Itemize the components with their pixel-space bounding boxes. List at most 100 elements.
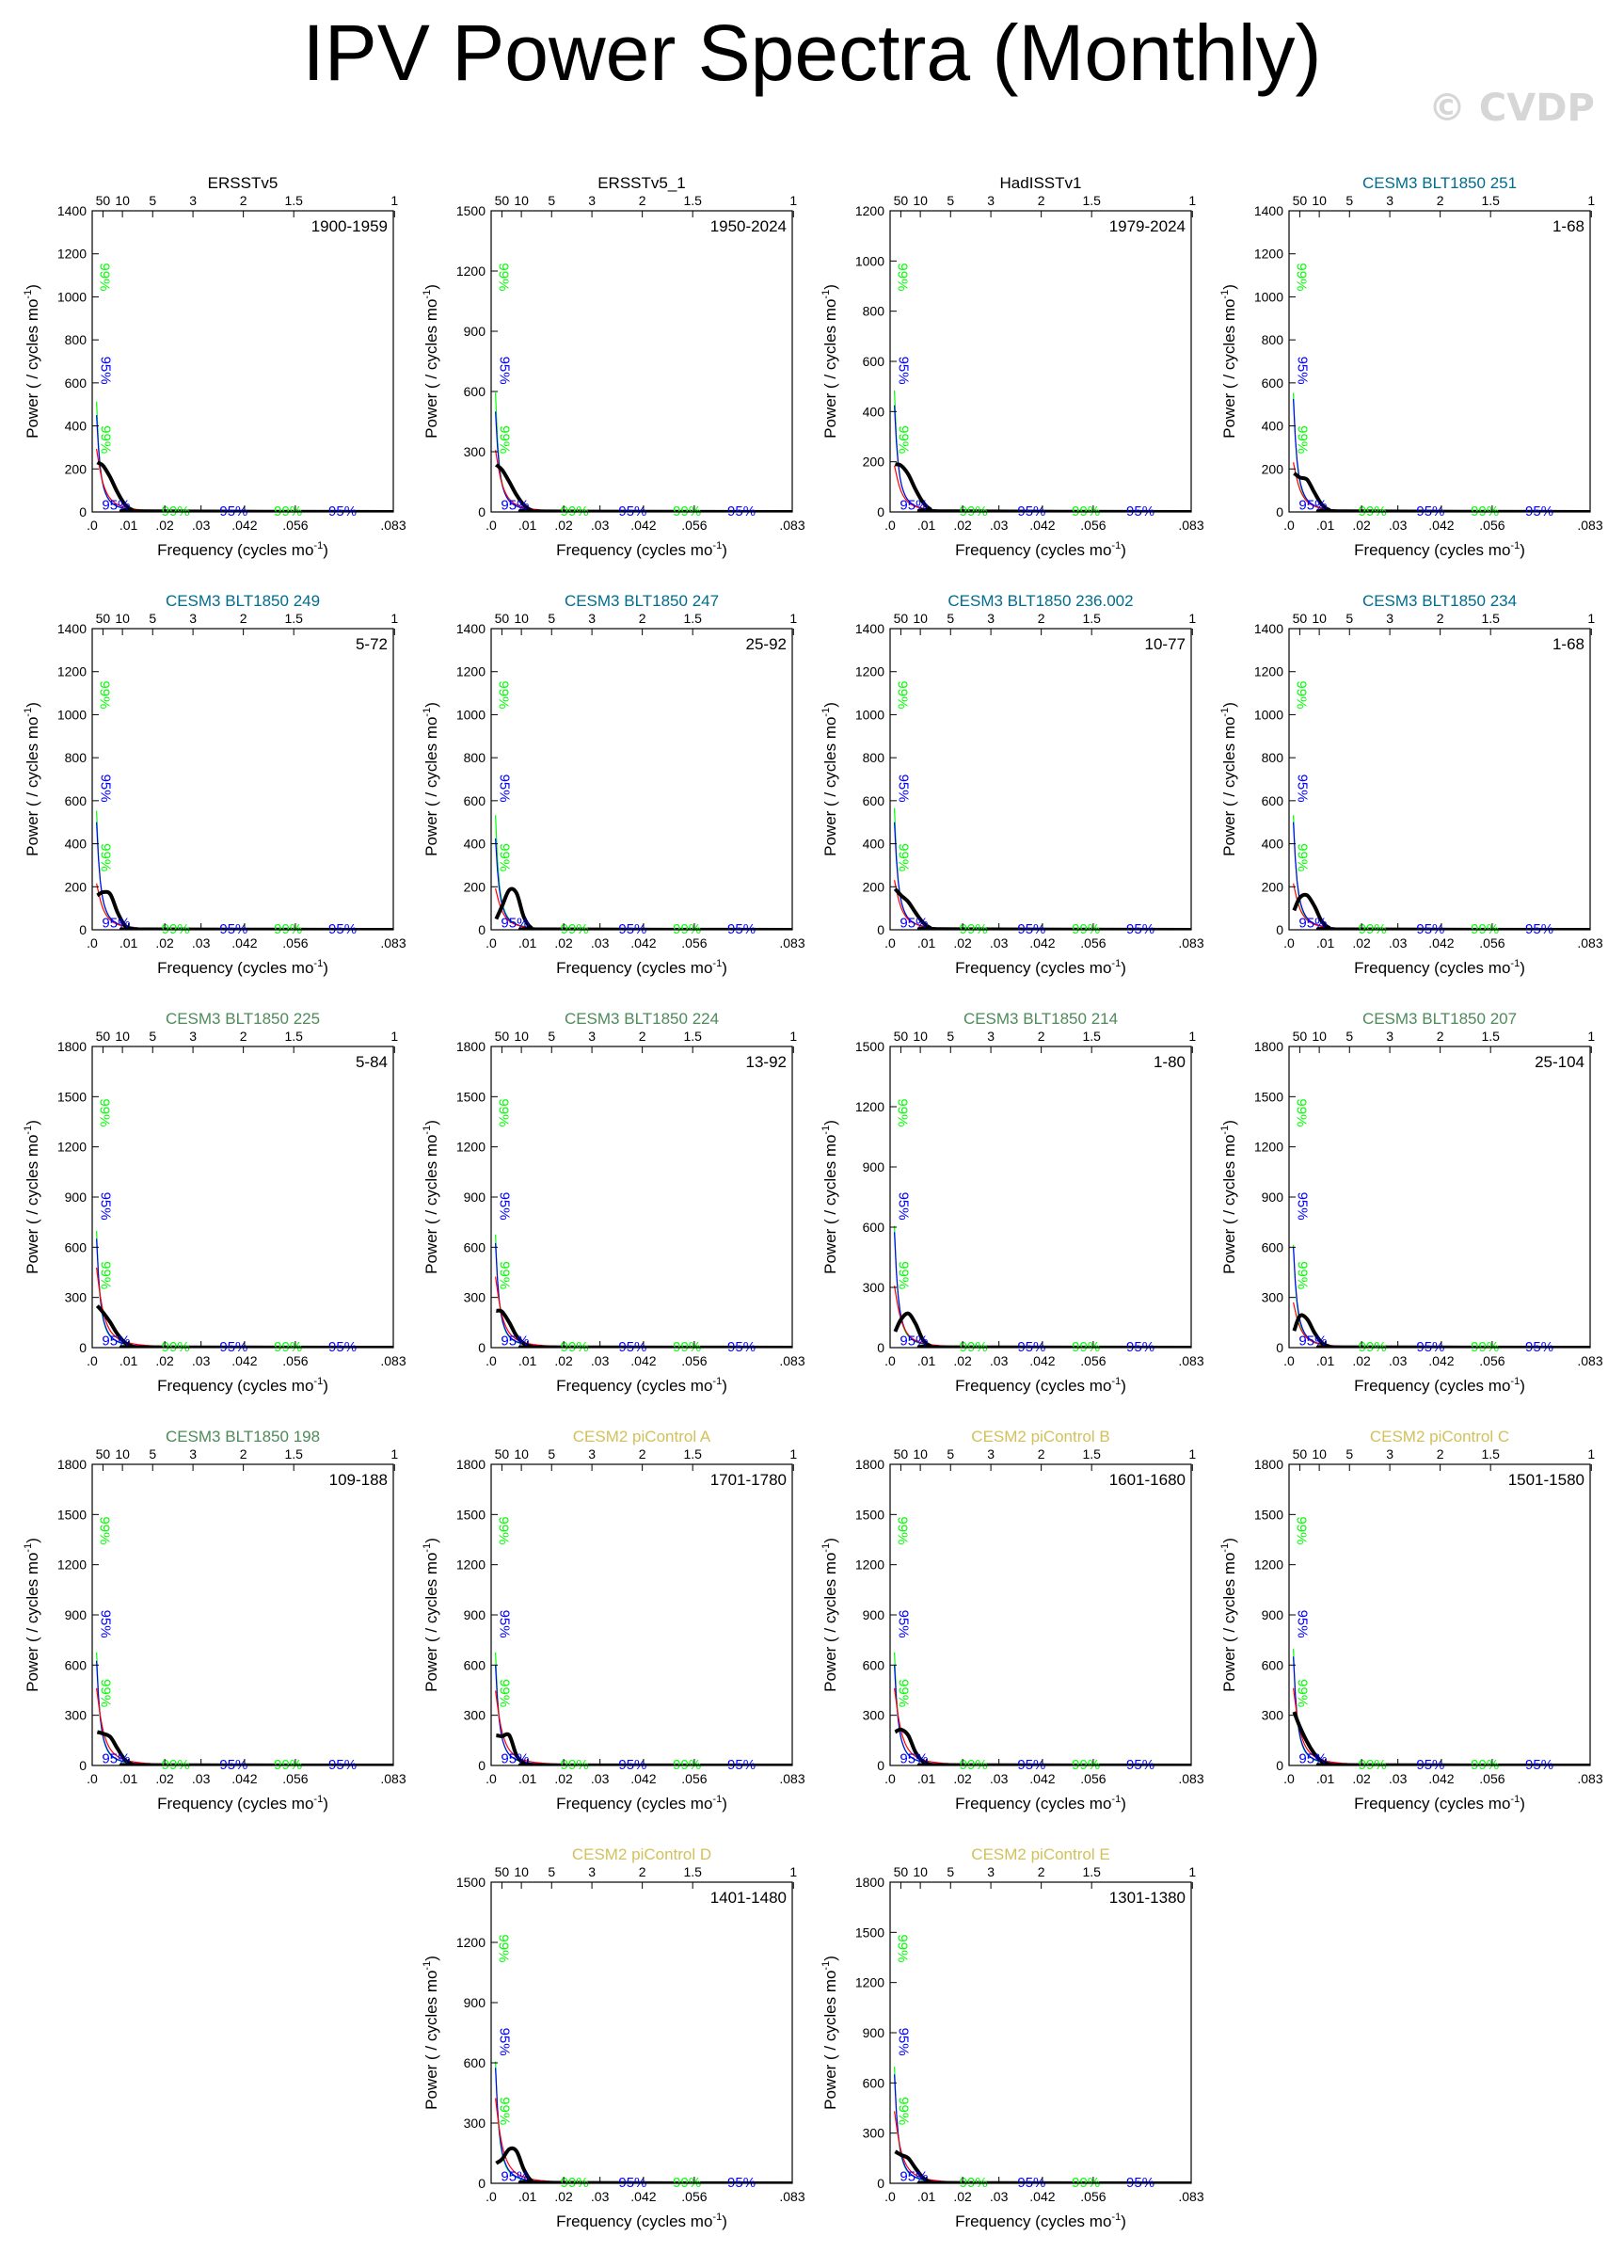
x-axis-label: Frequency (cycles mo-1) <box>556 1794 727 1813</box>
significance-label: 95% <box>497 357 513 385</box>
x-tick-label: .083 <box>380 1353 406 1368</box>
top-tick-label: 5 <box>548 1029 555 1044</box>
main-title: IPV Power Spectra (Monthly) <box>302 8 1322 97</box>
top-tick-label: 50 <box>1293 611 1308 626</box>
top-tick-label: 10 <box>913 611 928 626</box>
top-tick-label: 1.5 <box>683 1446 702 1461</box>
x-tick-label: .01 <box>917 518 936 533</box>
significance-label: 95% <box>900 1751 928 1767</box>
spectrum-panel: 99%95%99%95% 99% 95% 99% 95%.0.01.02.03.042.… <box>820 1428 1204 1813</box>
top-tick-label: 50 <box>1293 193 1308 208</box>
y-tick-label: 1000 <box>855 707 884 722</box>
curves <box>1293 392 1590 512</box>
x-tick-label: .02 <box>554 1771 573 1786</box>
y-tick-label: 1500 <box>855 1925 884 1940</box>
y-axis-label: Power ( / cycles mo-1) <box>820 1538 839 1692</box>
top-tick-label: 3 <box>987 193 995 208</box>
x-tick-label: .02 <box>1352 1353 1371 1368</box>
top-tick-label: 1 <box>390 1029 398 1044</box>
plot-area: 99%95%99%95% 99% 95% 99% 95%.0.01.02.03.042.… <box>23 174 406 559</box>
x-tick-label: .01 <box>518 1771 537 1786</box>
y-tick-label: 0 <box>877 2176 884 2191</box>
y-tick-label: 1000 <box>456 707 486 722</box>
x-tick-label: .01 <box>1316 935 1335 950</box>
significance-label: 95% <box>1295 357 1311 385</box>
y-tick-label: 600 <box>65 1657 88 1672</box>
significance-label: 95% <box>98 1192 114 1221</box>
curves <box>96 1652 393 1765</box>
top-tick-label: 5 <box>1345 1029 1353 1044</box>
x-tick-label: .0 <box>884 518 896 533</box>
period-label: 1301-1380 <box>1109 1889 1186 1907</box>
x-tick-label: .056 <box>282 518 308 533</box>
significance-label: 99% <box>894 263 910 291</box>
top-tick-label: 3 <box>1386 611 1393 626</box>
y-tick-label: 1500 <box>1254 1089 1283 1104</box>
significance-label: 99% <box>1294 1261 1310 1289</box>
plot-area: 99%95%99%95% 99% 95% 99% 95%.0.01.02.03.042.… <box>422 174 805 559</box>
sig99-curve <box>495 815 787 930</box>
y-tick-label: 1200 <box>456 1935 486 1950</box>
top-tick-label: 10 <box>913 193 928 208</box>
significance-label: 95% <box>896 357 912 385</box>
curves <box>96 401 393 512</box>
top-tick-label: 2 <box>639 1864 646 1879</box>
significance-label: 95% <box>501 1751 529 1767</box>
y-tick-label: 900 <box>464 1995 486 2010</box>
sig95-curve <box>1293 1247 1584 1348</box>
significance-label: 99% <box>496 1261 512 1289</box>
y-tick-label: 900 <box>863 1607 885 1622</box>
x-axis-label: Frequency (cycles mo-1) <box>157 958 328 977</box>
top-tick-label: 1.5 <box>1082 1864 1101 1879</box>
sig99-curve <box>495 392 787 512</box>
significance-label: 95% <box>1298 498 1327 514</box>
x-tick-label: .042 <box>231 518 257 533</box>
panel-title: CESM3 BLT1850 249 <box>166 592 320 610</box>
period-label: 5-72 <box>356 635 388 653</box>
top-tick-label: 50 <box>894 1446 909 1461</box>
period-label: 109-188 <box>329 1471 388 1489</box>
x-tick-label: .01 <box>1316 518 1335 533</box>
x-tick-label: .02 <box>953 1771 972 1786</box>
x-axis-label: Frequency (cycles mo-1) <box>556 958 727 977</box>
y-tick-label: 400 <box>65 837 88 852</box>
y-axis-label: Power ( / cycles mo-1) <box>820 702 839 856</box>
y-axis-label: Power ( / cycles mo-1) <box>820 284 839 439</box>
x-tick-label: .03 <box>192 1771 211 1786</box>
curves <box>95 1231 393 1348</box>
top-tick-label: 1.5 <box>1082 1029 1101 1044</box>
x-tick-label: .03 <box>990 2189 1009 2204</box>
top-tick-label: 2 <box>1038 193 1045 208</box>
sig99-curve <box>1293 392 1584 512</box>
top-tick-label: 2 <box>1437 1446 1444 1461</box>
top-tick-label: 50 <box>894 1029 909 1044</box>
y-tick-label: 900 <box>464 1607 486 1622</box>
x-tick-label: .056 <box>1479 1771 1505 1786</box>
plot-frame <box>889 628 1192 931</box>
panel-title: CESM2 piControl D <box>572 1845 711 1863</box>
x-tick-label: .03 <box>990 1771 1009 1786</box>
top-tick-label: 50 <box>495 193 510 208</box>
y-tick-label: 1200 <box>456 1557 486 1573</box>
plot-area: 99%95%99%95% 99% 95% 99% 95%.0.01.02.03.042.… <box>820 592 1204 977</box>
top-tick-label: 3 <box>987 1446 995 1461</box>
top-tick-label: 1 <box>1188 611 1196 626</box>
y-tick-label: 0 <box>478 1758 486 1773</box>
y-tick-label: 1500 <box>57 1089 87 1104</box>
top-tick-label: 1 <box>1188 1446 1196 1461</box>
x-tick-label: .056 <box>681 518 707 533</box>
y-tick-label: 600 <box>863 1220 885 1235</box>
x-tick-label: .083 <box>1178 1771 1203 1786</box>
period-label: 1501-1580 <box>1508 1471 1584 1489</box>
plot-area: 99%95%99%95% 99% 95% 99% 95%.0.01.02.03.042.… <box>1219 1010 1603 1395</box>
top-tick-label: 1.5 <box>284 611 303 626</box>
y-tick-label: 300 <box>863 1280 885 1295</box>
significance-label: 95% <box>900 916 928 932</box>
y-tick-label: 1800 <box>1254 1039 1283 1054</box>
x-tick-label: .03 <box>192 518 211 533</box>
significance-label: 99% <box>894 1934 910 1962</box>
sig95-curve <box>495 411 787 512</box>
significance-label: 95% <box>1298 916 1327 932</box>
x-tick-label: .083 <box>1577 518 1602 533</box>
